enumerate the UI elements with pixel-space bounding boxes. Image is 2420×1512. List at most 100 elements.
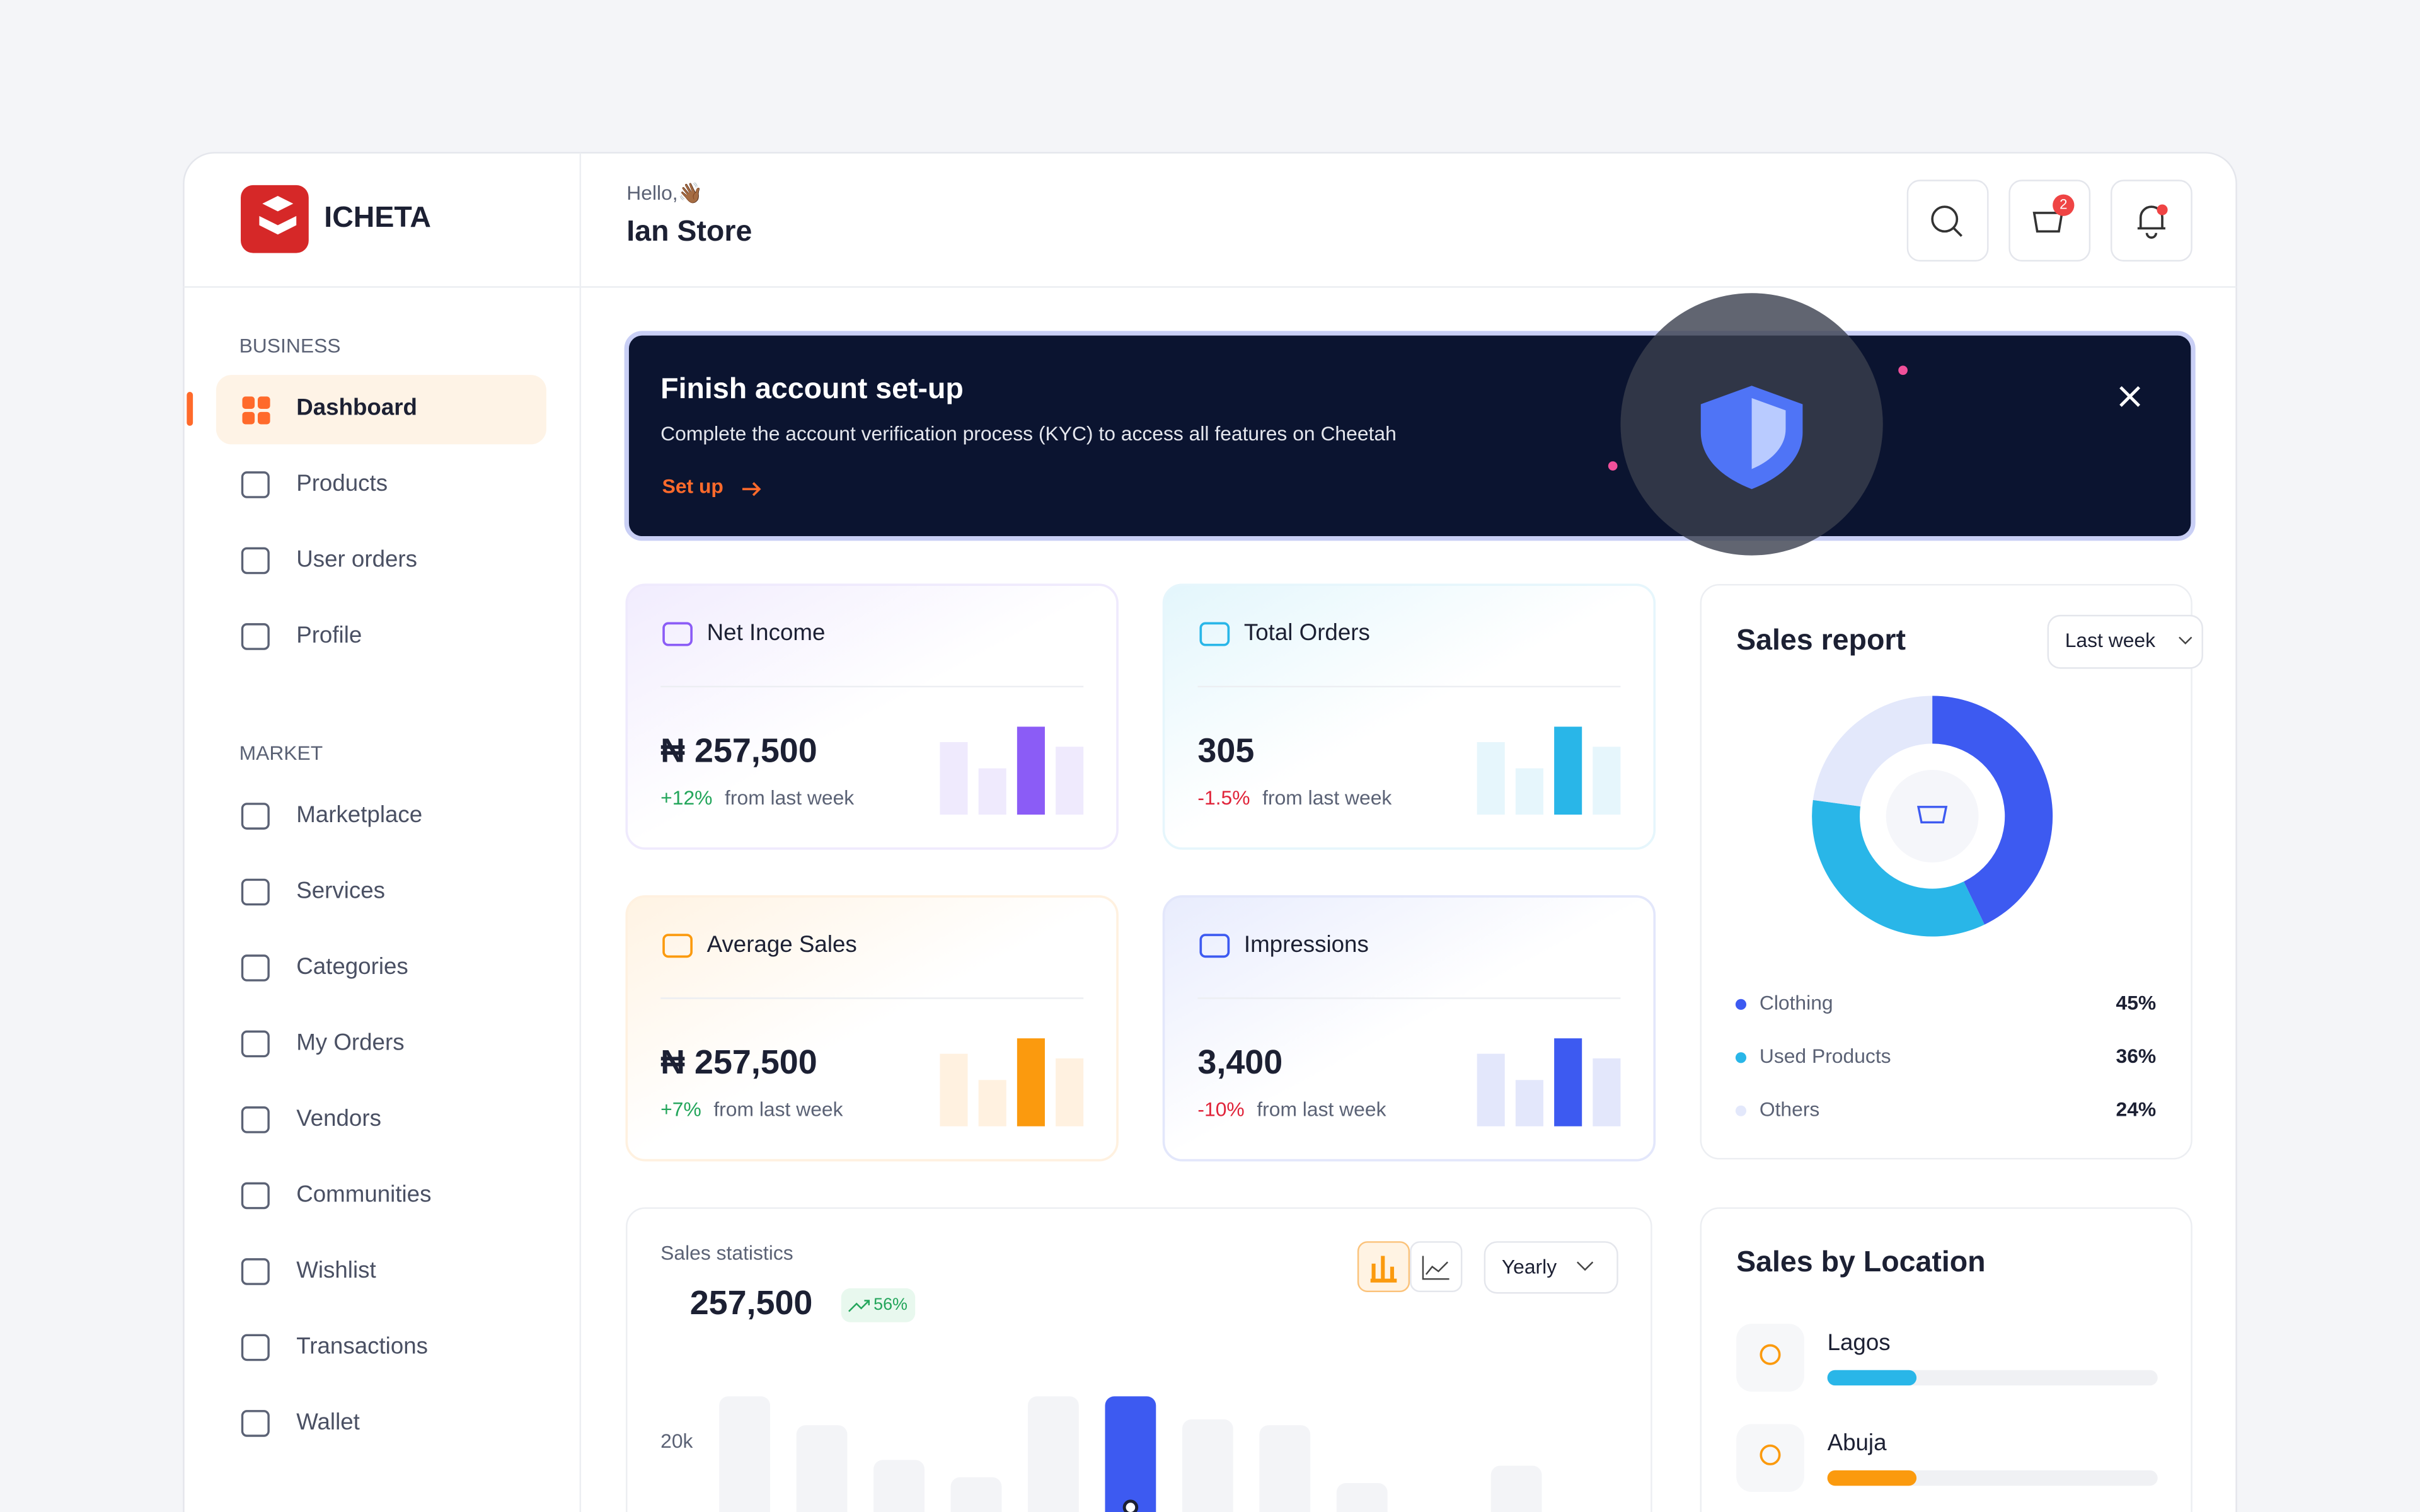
stat-note: from last week bbox=[713, 1098, 843, 1121]
nav-icon bbox=[241, 1182, 270, 1210]
location-bar bbox=[1827, 1370, 1917, 1386]
close-button[interactable] bbox=[2119, 386, 2141, 407]
nav-icon bbox=[242, 411, 255, 425]
active-bg bbox=[216, 375, 546, 445]
section-title: MARKET bbox=[239, 742, 323, 764]
period: Yearly bbox=[1502, 1255, 1557, 1278]
pin-icon bbox=[1760, 1344, 1781, 1365]
stat-value: ₦ 257,500 bbox=[660, 1043, 817, 1081]
header-actions: 2 bbox=[1906, 180, 2192, 262]
pie-slice bbox=[1932, 696, 2053, 925]
y-tick-label: 20k bbox=[660, 1429, 693, 1452]
nav-icon bbox=[241, 954, 270, 982]
location-name: Abuja bbox=[1828, 1429, 1887, 1455]
stat-note: from last week bbox=[725, 786, 854, 809]
stat-label: Impressions bbox=[1244, 931, 1369, 957]
nav-icon bbox=[241, 803, 270, 830]
nav-item[interactable]: Categories bbox=[296, 953, 408, 979]
trend-bar bbox=[1554, 726, 1582, 815]
trend-bar bbox=[1056, 747, 1084, 815]
period-dropdown[interactable] bbox=[1484, 1241, 1618, 1294]
location-name: Lagos bbox=[1828, 1329, 1891, 1355]
stat-change: +12% bbox=[660, 786, 712, 809]
greeting: Hello,👋🏾 bbox=[626, 181, 703, 205]
location-card bbox=[1700, 1207, 2192, 1512]
nav-icon bbox=[241, 471, 270, 498]
store-name: Ian Store bbox=[626, 214, 752, 247]
nav-item[interactable]: Dashboard bbox=[296, 394, 417, 420]
dot bbox=[1608, 461, 1618, 471]
trend-bar bbox=[1515, 768, 1543, 815]
legend-value: 36% bbox=[2116, 1045, 2157, 1067]
nav-icon bbox=[241, 623, 270, 650]
nav-item[interactable]: Vendors bbox=[296, 1105, 381, 1131]
trend-icon bbox=[848, 1300, 870, 1312]
nav-item[interactable]: My Orders bbox=[296, 1029, 404, 1055]
period-dropdown[interactable] bbox=[2047, 614, 2203, 669]
logo bbox=[241, 185, 309, 253]
bar bbox=[950, 1477, 1002, 1512]
location-icon-box bbox=[1736, 1324, 1804, 1392]
legend-dot bbox=[1735, 1052, 1747, 1063]
bar bbox=[873, 1460, 925, 1512]
setup-link[interactable]: Set up bbox=[662, 474, 723, 497]
bar-icon bbox=[1370, 1256, 1397, 1283]
search-icon bbox=[1953, 227, 1962, 237]
trend-bar bbox=[1477, 1053, 1505, 1126]
search-button[interactable] bbox=[1906, 180, 1989, 262]
stat-change: -10% bbox=[1197, 1098, 1244, 1121]
shield bbox=[1751, 398, 1786, 469]
card-title: Sales statistics bbox=[660, 1241, 793, 1264]
nav-icon bbox=[241, 1258, 270, 1285]
chevron bbox=[1576, 1261, 1594, 1271]
stat-value: 3,400 bbox=[1197, 1043, 1282, 1081]
line-toggle[interactable] bbox=[1410, 1241, 1463, 1293]
notification-dot bbox=[2157, 204, 2168, 215]
active-marker bbox=[187, 392, 193, 426]
nav-item[interactable]: Products bbox=[296, 470, 388, 496]
location-icon-box bbox=[1736, 1424, 1804, 1492]
bell-icon bbox=[2137, 205, 2165, 239]
nav-item[interactable]: Services bbox=[296, 878, 385, 903]
total: 257,500 bbox=[690, 1284, 813, 1322]
nav-item[interactable]: User orders bbox=[296, 546, 417, 572]
stat-change: +7% bbox=[660, 1098, 701, 1121]
nav-icon bbox=[242, 396, 255, 409]
nav-item[interactable]: Profile bbox=[296, 622, 362, 648]
stat-icon bbox=[1199, 934, 1230, 958]
nav-icon bbox=[257, 411, 270, 425]
cart-button[interactable] bbox=[2008, 180, 2091, 262]
nav-item[interactable]: Wishlist bbox=[296, 1257, 376, 1283]
stat-value: 305 bbox=[1197, 731, 1254, 769]
nav-item[interactable]: Transactions bbox=[296, 1333, 428, 1359]
line-icon bbox=[1422, 1256, 1449, 1280]
trend-bar bbox=[940, 742, 968, 815]
chevron bbox=[2179, 636, 2192, 644]
banner-title: Finish account set-up bbox=[660, 372, 964, 404]
banner-text: Complete the account verification proces… bbox=[660, 422, 1397, 445]
trend-bar bbox=[1593, 1058, 1621, 1126]
nav-icon bbox=[241, 547, 270, 575]
stat-label: Net Income bbox=[707, 619, 826, 645]
bar-marker bbox=[1122, 1499, 1139, 1512]
nav-item[interactable]: Wallet bbox=[296, 1409, 360, 1435]
legend-dot bbox=[1735, 1105, 1747, 1116]
arrow-icon bbox=[742, 482, 761, 496]
nav-icon bbox=[241, 1106, 270, 1133]
period: Last week bbox=[2065, 629, 2155, 651]
brand: ICHETA bbox=[324, 200, 431, 233]
notification-button[interactable] bbox=[2110, 180, 2192, 262]
trend-bar bbox=[1477, 742, 1505, 815]
card-title: Sales by Location bbox=[1736, 1245, 1986, 1278]
card-title: Sales report bbox=[1736, 623, 1906, 656]
nav-item[interactable]: Communities bbox=[296, 1181, 431, 1207]
trend-bar bbox=[978, 1080, 1006, 1126]
legend-label: Others bbox=[1760, 1098, 1820, 1121]
section-title: BUSINESS bbox=[239, 334, 341, 357]
sales-report-card bbox=[1700, 583, 2192, 1160]
bar bbox=[1336, 1483, 1388, 1512]
nav-item[interactable]: Marketplace bbox=[296, 801, 422, 827]
bar bbox=[719, 1396, 771, 1512]
